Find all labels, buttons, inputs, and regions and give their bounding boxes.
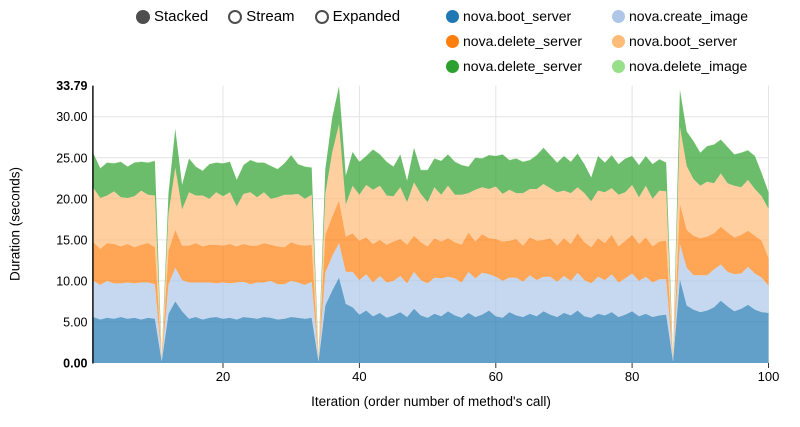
y-tick-label: 0.00 bbox=[63, 357, 87, 371]
x-tick-label: 80 bbox=[625, 369, 639, 384]
radio-unselected-icon bbox=[228, 9, 243, 24]
y-tick-label: 10.00 bbox=[56, 274, 87, 288]
legend-label: nova.delete_server bbox=[463, 58, 583, 74]
y-tick-label: 30.00 bbox=[56, 110, 87, 124]
series-color-dot-icon bbox=[612, 34, 625, 48]
area-layer-2-nova-delete-server[interactable] bbox=[93, 200, 769, 361]
legend-label: nova.boot_server bbox=[629, 33, 738, 49]
y-tick-label: 20.00 bbox=[56, 192, 87, 206]
radio-stacked[interactable]: Stacked bbox=[136, 8, 208, 25]
legend-item-nova-boot-server-2[interactable]: nova.boot_server bbox=[612, 31, 748, 51]
x-tick-label: 100 bbox=[758, 369, 780, 384]
radio-label: Stream bbox=[246, 8, 295, 25]
radio-label: Expanded bbox=[332, 8, 401, 25]
area-layer-3-nova-boot-server[interactable] bbox=[93, 124, 769, 360]
y-tick-label: 15.00 bbox=[56, 233, 87, 247]
radio-expanded[interactable]: Expanded bbox=[314, 8, 401, 25]
legend-item-nova-delete-server-2[interactable]: nova.delete_server bbox=[446, 56, 612, 76]
legend-item-nova-create-image[interactable]: nova.create_image bbox=[612, 6, 748, 26]
chart-legend: nova.boot_server nova.create_image nova.… bbox=[446, 6, 748, 76]
series-color-dot-icon bbox=[612, 9, 625, 23]
x-tick-label: 40 bbox=[352, 369, 366, 384]
series-color-dot-icon bbox=[612, 59, 625, 73]
radio-unselected-icon bbox=[314, 9, 329, 24]
legend-label: nova.boot_server bbox=[463, 8, 572, 24]
chart-style-controls: Stacked Stream Expanded bbox=[136, 8, 400, 25]
area-layer-1-nova-create-image[interactable] bbox=[93, 243, 769, 362]
series-color-dot-icon bbox=[446, 34, 459, 48]
radio-label: Stacked bbox=[154, 8, 209, 25]
y-tick-label: 25.00 bbox=[56, 151, 87, 165]
legend-item-nova-delete-server[interactable]: nova.delete_server bbox=[446, 31, 612, 51]
x-axis-title: Iteration (order number of method's call… bbox=[311, 394, 551, 409]
legend-label: nova.create_image bbox=[629, 8, 749, 24]
radio-stream[interactable]: Stream bbox=[228, 8, 295, 25]
y-tick-label: 33.79 bbox=[56, 79, 87, 93]
legend-label: nova.delete_image bbox=[629, 58, 748, 74]
legend-item-nova-boot-server[interactable]: nova.boot_server bbox=[446, 6, 612, 26]
area-layer-0-nova-boot-server[interactable] bbox=[93, 277, 769, 363]
legend-label: nova.delete_server bbox=[463, 33, 583, 49]
x-tick-label: 60 bbox=[489, 369, 503, 384]
series-color-dot-icon bbox=[446, 9, 459, 23]
series-color-dot-icon bbox=[446, 59, 459, 73]
legend-item-nova-delete-image[interactable]: nova.delete_image bbox=[612, 56, 748, 76]
x-tick-label: 20 bbox=[216, 369, 230, 384]
y-tick-label: 5.00 bbox=[63, 316, 87, 330]
radio-selected-icon bbox=[136, 9, 150, 24]
